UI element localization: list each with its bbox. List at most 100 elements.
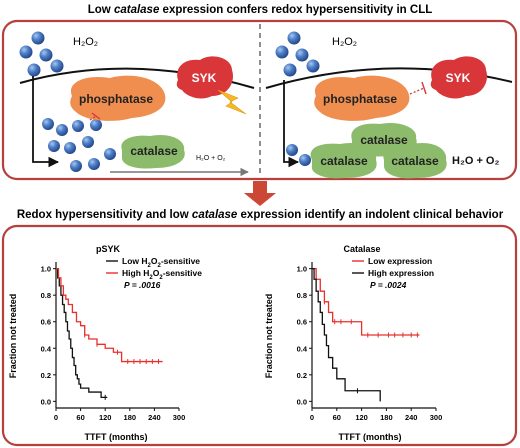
molecule-icon <box>70 160 82 172</box>
molecule-icon <box>82 136 94 148</box>
x-tick-label: 300 <box>173 413 186 422</box>
syk-blob-right <box>430 56 488 99</box>
y-tick-label: 0.0 <box>297 397 307 406</box>
left-panel: H₂O₂ phosphatase <box>19 31 255 177</box>
molecule-icon <box>104 148 116 160</box>
right-panel: H₂O₂ phosphatase SYK catalase catalase c… <box>265 31 513 179</box>
inside-molecules-left <box>42 118 116 172</box>
catalase-label-right-left: catalase <box>320 154 368 168</box>
molecule-icon <box>50 59 64 73</box>
molecule-icon <box>31 31 45 45</box>
x-tick-label: 0 <box>54 413 58 422</box>
x-tick-label: 180 <box>124 413 137 422</box>
syk-label-left: SYK <box>192 71 217 85</box>
molecule-icon <box>39 48 53 62</box>
x-tick-label: 240 <box>405 413 418 422</box>
y-tick-label: 0.8 <box>297 291 307 300</box>
catalase-blob-right-right <box>383 142 447 179</box>
phosphatase-label-left: phosphatase <box>79 92 153 106</box>
molecule-icon <box>88 158 100 170</box>
y-tick-label: 0.8 <box>41 291 51 300</box>
series-line-0 <box>312 267 420 336</box>
catalase-blob-left <box>121 134 185 169</box>
series-line-1 <box>312 267 381 402</box>
p-value: P = .0024 <box>370 280 407 290</box>
inhibit-line-right <box>409 87 425 95</box>
catalase-label-right-top: catalase <box>360 133 408 147</box>
inhibit-line-left <box>89 115 97 121</box>
molecule-icon <box>27 63 41 77</box>
legend-label-1: High expression <box>368 268 434 278</box>
top-title-em: catalase <box>113 4 160 16</box>
inhibit-bar-left <box>91 112 101 120</box>
molecule-icon <box>90 119 102 131</box>
molecule-icon <box>306 59 320 73</box>
phosphatase-label-right: phosphatase <box>323 92 397 106</box>
x-tick-label: 120 <box>99 413 112 422</box>
molecule-icon <box>48 140 60 152</box>
y-axis-label: Fraction not treated <box>8 294 18 379</box>
legend-label-0: Low expression <box>368 256 432 266</box>
down-arrow-icon <box>244 181 276 206</box>
bottom-title: Redox hypersensitivity and low catalase … <box>0 209 520 221</box>
p-value: P = .0016 <box>124 280 161 290</box>
phosphatase-blob-right <box>314 75 410 121</box>
x-tick-label: 0 <box>310 413 314 422</box>
top-title-post: expression confers redox hypersensitivit… <box>159 4 433 16</box>
molecule-icon <box>295 48 309 62</box>
x-axis-label: TTFT (months) <box>85 432 148 442</box>
y-tick-label: 1.0 <box>41 265 51 274</box>
bottom-title-pre: Redox hypersensitivity and low <box>16 209 192 221</box>
molecule-icon <box>286 144 298 156</box>
molecule-icon <box>283 63 297 77</box>
lightning-icon <box>217 89 247 115</box>
molecule-icon <box>42 118 54 130</box>
outside-molecules-right <box>275 31 320 77</box>
h2o2-label-right: H₂O₂ <box>332 36 357 48</box>
syk-blob-left <box>176 56 234 99</box>
product-label-right: H₂O + O₂ <box>452 155 499 167</box>
phosphatase-blob-left <box>70 75 166 121</box>
series-line-0 <box>56 267 108 399</box>
series-layer <box>312 267 420 402</box>
syk-label-right: SYK <box>446 71 471 85</box>
legend-label-0: Low H2O2-sensitive <box>122 256 200 269</box>
catalase-label-right-right: catalase <box>391 154 439 168</box>
x-tick-label: 240 <box>148 413 161 422</box>
series-layer <box>56 267 163 400</box>
legend: Low H2O2-sensitive High H2O2-sensitive P… <box>106 256 202 290</box>
legend: Low expression High expression P = .0024 <box>352 256 434 290</box>
bottom-frame <box>1 224 518 447</box>
y-tick-label: 0.2 <box>41 371 51 380</box>
catalase-label-left: catalase <box>130 144 178 158</box>
y-axis-label: Fraction not treated <box>264 294 274 379</box>
y-tick-label: 0.4 <box>297 344 308 353</box>
x-axis-label: TTFT (months) <box>339 432 402 442</box>
molecule-icon <box>287 31 301 45</box>
top-title-pre: Low <box>87 4 114 16</box>
molecule-icon <box>275 45 289 59</box>
molecule-icon <box>19 45 33 59</box>
molecule-icon <box>56 124 68 136</box>
x-tick-label: 60 <box>333 413 341 422</box>
product-label-left: H₂O + O₂ <box>196 155 226 162</box>
y-tick-label: 0.4 <box>41 344 52 353</box>
legend-label-1: High H2O2-sensitive <box>122 268 202 281</box>
y-tick-label: 0.6 <box>41 318 51 327</box>
entry-arrow-left <box>32 76 60 168</box>
y-tick-label: 1.0 <box>297 265 307 274</box>
axes: 0.0 0.2 0.4 0.6 0.8 1.0 0 60 120 180 240 300 <box>41 262 186 422</box>
molecule-icon <box>64 142 76 154</box>
x-tick-label: 60 <box>76 413 84 422</box>
y-tick-label: 0.2 <box>297 371 307 380</box>
h2o2-label-left: H₂O₂ <box>73 36 98 48</box>
y-tick-label: 0.6 <box>297 318 307 327</box>
bottom-title-post: expression identify an indolent clinical… <box>237 209 504 221</box>
molecule-icon <box>72 120 84 132</box>
chart-catalase: Catalase Fraction not treated TTFT (mont… <box>264 244 442 442</box>
entry-arrow-right <box>283 80 300 168</box>
series-line-1 <box>56 267 163 363</box>
axes: 0.0 0.2 0.4 0.6 0.8 1.0 0 60 120 180 240 300 <box>297 262 442 422</box>
inside-molecules-right <box>286 144 311 166</box>
